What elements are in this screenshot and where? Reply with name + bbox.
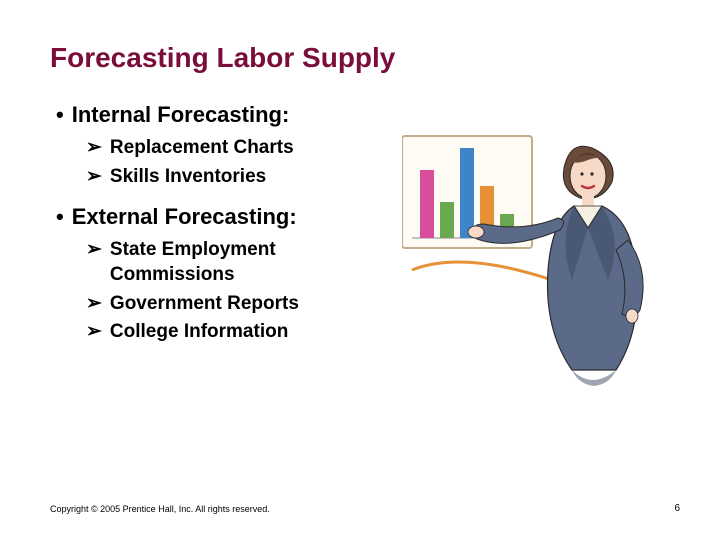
- subbullet: ➢ Replacement Charts: [86, 136, 396, 161]
- subbullet-text: Government Reports: [110, 292, 299, 317]
- bullet-text: Internal Forecasting:: [72, 102, 290, 128]
- subbullet-text: Replacement Charts: [110, 136, 294, 161]
- copyright-footer: Copyright © 2005 Prentice Hall, Inc. All…: [50, 504, 270, 514]
- subbullet: ➢ College Information: [86, 320, 396, 345]
- arrow-icon: ➢: [86, 165, 102, 190]
- subbullet: ➢ State Employment Commissions: [86, 238, 396, 287]
- page-number: 6: [674, 503, 680, 514]
- slide-title: Forecasting Labor Supply: [50, 42, 670, 74]
- presenter-illustration: [402, 120, 702, 400]
- subbullet-text: State Employment Commissions: [110, 238, 396, 287]
- arrow-icon: ➢: [86, 136, 102, 161]
- arrow-icon: ➢: [86, 238, 102, 263]
- subbullet: ➢ Government Reports: [86, 292, 396, 317]
- bullet-marker: •: [56, 204, 64, 230]
- slide: Forecasting Labor Supply • Internal Fore…: [0, 0, 720, 540]
- subbullet: ➢ Skills Inventories: [86, 165, 396, 190]
- arrow-icon: ➢: [86, 292, 102, 317]
- bullet-marker: •: [56, 102, 64, 128]
- subbullet-text: Skills Inventories: [110, 165, 266, 190]
- bullet-text: External Forecasting:: [72, 204, 297, 230]
- arrow-icon: ➢: [86, 320, 102, 345]
- subbullet-text: College Information: [110, 320, 288, 345]
